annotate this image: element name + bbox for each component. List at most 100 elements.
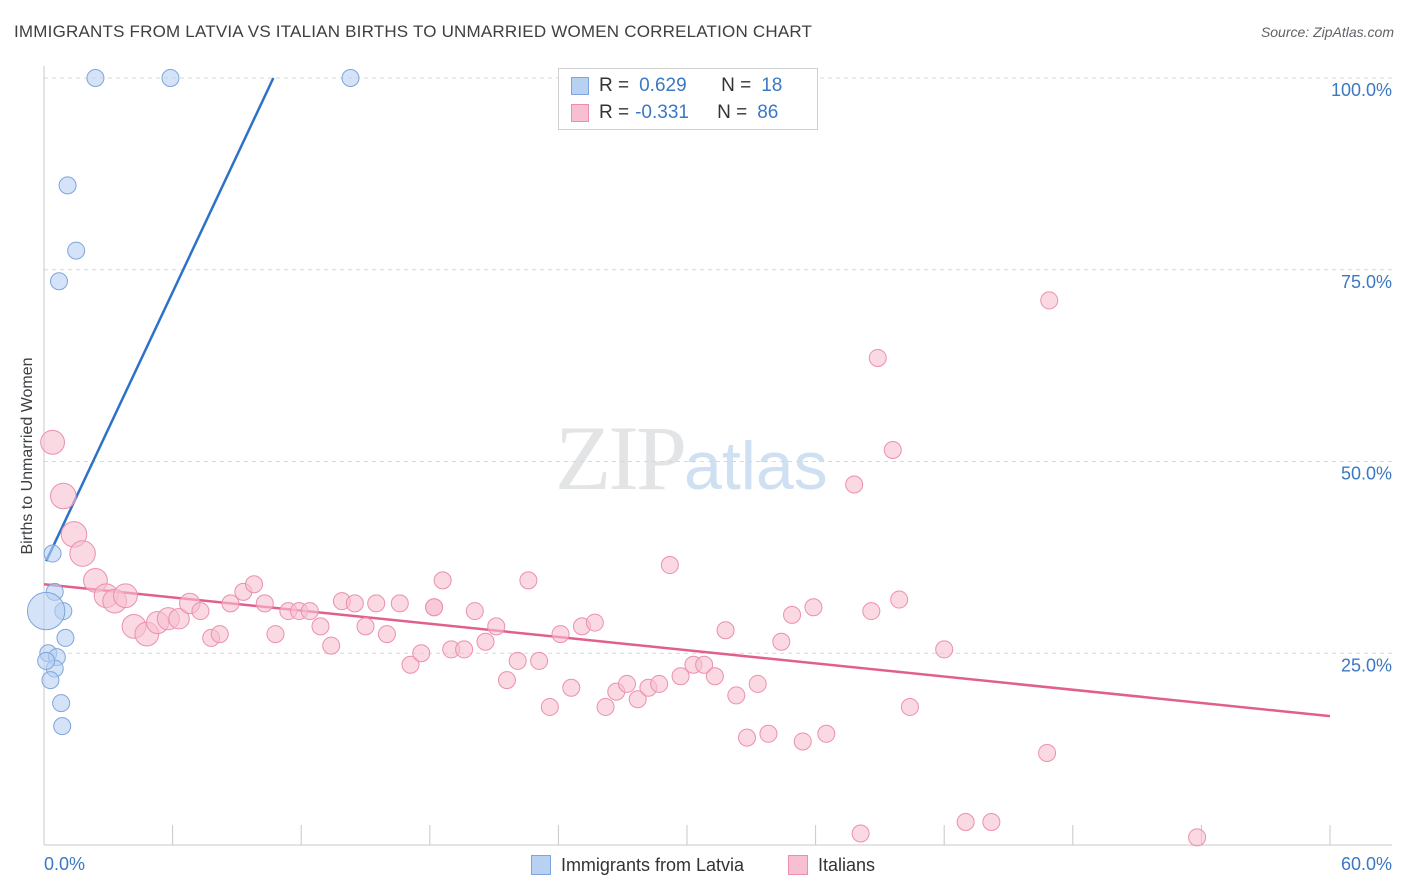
legend-r-label: R = (599, 102, 630, 123)
italian-point (660, 556, 679, 575)
italian-point (367, 594, 386, 613)
series-legend-italians: Italians (788, 852, 875, 878)
italian-point (804, 598, 823, 617)
italian-point (465, 602, 484, 621)
italian-point (982, 812, 1001, 831)
italian-point (266, 625, 285, 644)
italian-point (356, 617, 375, 636)
italian-point (487, 617, 506, 636)
trend-lines (43, 77, 1331, 718)
legend-swatch-italians (571, 104, 589, 122)
legend-r-value: 0.629 (639, 75, 687, 96)
y-tick-label: 75.0% (1341, 272, 1392, 292)
italian-point (401, 655, 420, 674)
italian-point (671, 667, 690, 686)
italian-point (585, 613, 604, 632)
series-legend: Immigrants from Latvia Italians (0, 852, 1406, 878)
x-tick-label: 60.0% (1341, 854, 1392, 874)
italian-point (433, 571, 452, 590)
italian-point (113, 583, 138, 609)
italian-point (628, 690, 647, 709)
data-points (26, 69, 1207, 847)
latvia-point (26, 591, 66, 631)
italian-point (695, 655, 714, 674)
italian-point (862, 602, 881, 621)
italian-point (617, 674, 636, 693)
italian-point (476, 632, 495, 651)
italian-point (300, 602, 319, 621)
italian-point (883, 440, 902, 459)
legend-row-italians: R = -0.331 N = 86 (571, 100, 778, 126)
italian-point (1188, 828, 1207, 847)
grid-lines (44, 77, 1392, 654)
italian-point (727, 686, 746, 705)
latvia-point (50, 272, 69, 291)
italian-point (890, 590, 909, 609)
italian-point (168, 608, 190, 630)
italian-point (1038, 743, 1057, 762)
series-name-latvia: Immigrants from Latvia (560, 854, 744, 875)
legend-r-value: -0.331 (635, 102, 689, 123)
latvia-point (86, 69, 105, 87)
italian-point (69, 540, 96, 567)
legend-n-label: N = (717, 102, 748, 123)
italian-point (748, 674, 767, 693)
y-tick-label: 50.0% (1341, 464, 1392, 484)
italian-point (50, 482, 77, 510)
legend-r-label: R = (599, 75, 630, 96)
legend-n-value: 86 (757, 102, 779, 123)
italian-point (221, 594, 240, 613)
italian-point (793, 732, 812, 751)
italian-point (935, 640, 954, 659)
italian-point (1040, 291, 1059, 310)
italian-point (40, 429, 65, 455)
latvia-point (41, 671, 60, 690)
legend-n-label: N = (721, 75, 752, 96)
series-swatch-italians (788, 855, 808, 875)
italian-point (497, 671, 516, 690)
italian-point (412, 644, 431, 663)
source-label: Source: ZipAtlas.com (1260, 24, 1394, 40)
y-tick-label: 100.0% (1331, 80, 1392, 100)
italian-point (519, 571, 538, 590)
italian-point (845, 475, 864, 494)
italian-point (772, 632, 791, 651)
italian-point (956, 812, 975, 831)
latvia-point (53, 717, 72, 736)
italian-point (716, 621, 735, 640)
latvia-point (67, 241, 86, 260)
italian-point (551, 625, 570, 644)
italian-point (210, 625, 229, 644)
italian-point (900, 697, 919, 716)
italian-point (851, 824, 870, 843)
italian-point (345, 594, 364, 613)
watermark-zip: ZIP (555, 407, 687, 509)
italian-point (540, 697, 559, 716)
tick-labels: 100.0% 75.0% 50.0% 25.0% 0.0% 60.0% (44, 80, 1392, 874)
italian-point (191, 602, 210, 621)
latvia-point (52, 694, 71, 713)
italian-point (868, 348, 887, 367)
italian-point (455, 640, 474, 659)
y-tick-label: 25.0% (1341, 655, 1392, 675)
italian-point (650, 674, 669, 693)
chart-title: IMMIGRANTS FROM LATVIA VS ITALIAN BIRTHS… (14, 22, 813, 41)
latvia-point (43, 544, 62, 563)
latvia-point (37, 651, 56, 670)
italian-point (322, 636, 341, 655)
italian-point (245, 575, 264, 594)
latvia-trend-line (45, 77, 275, 562)
italian-point (759, 724, 778, 743)
italian-point (377, 625, 396, 644)
italian-point (508, 651, 527, 670)
italian-point (705, 667, 724, 686)
italian-point (311, 617, 330, 636)
axes (43, 66, 1392, 846)
series-name-italians: Italians (818, 854, 876, 875)
x-tick-label: 0.0% (44, 854, 85, 874)
latvia-point (58, 176, 77, 195)
legend-n-value: 18 (761, 75, 783, 96)
latvia-point (341, 69, 360, 87)
watermark-atlas: atlas (684, 428, 828, 504)
